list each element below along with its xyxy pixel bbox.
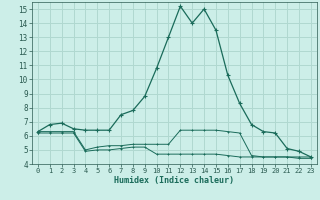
X-axis label: Humidex (Indice chaleur): Humidex (Indice chaleur) [115, 176, 234, 185]
